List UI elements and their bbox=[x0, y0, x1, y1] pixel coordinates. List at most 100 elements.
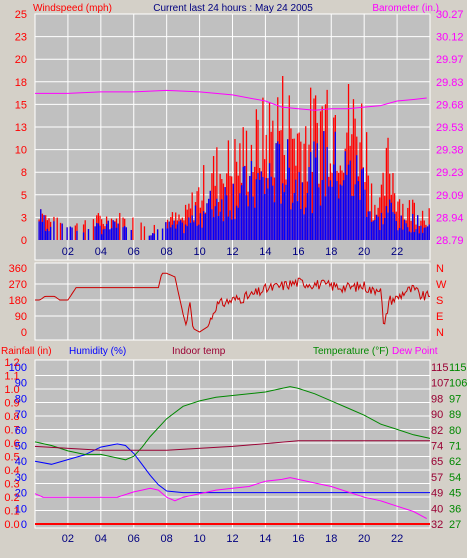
y-tick-label: 115 bbox=[449, 362, 467, 374]
y-tick-label: 97 bbox=[449, 393, 461, 405]
y-tick-label: E bbox=[436, 311, 443, 323]
y-tick-label: 0.0 bbox=[4, 519, 19, 531]
y-tick-label: 20 bbox=[15, 488, 27, 500]
y-tick-label: 80 bbox=[449, 425, 461, 437]
chart-title: Current last 24 hours : May 24 2005 bbox=[153, 3, 313, 14]
x-tick-label: 04 bbox=[95, 533, 107, 545]
y-tick-label: 90 bbox=[15, 311, 27, 323]
x-tick-label: 02 bbox=[62, 533, 74, 545]
x-tick-label: 16 bbox=[292, 246, 304, 258]
temperature-axis-title: Temperature (°F) bbox=[313, 346, 389, 357]
x-tick-label: 06 bbox=[128, 246, 140, 258]
y-tick-label: N bbox=[436, 327, 444, 339]
wind-y-axis: 0 3 5 8 10 13 15 18 20 23 25 bbox=[15, 9, 27, 247]
y-tick-label: 18 bbox=[15, 77, 27, 89]
y-tick-label: 0.4 bbox=[4, 465, 19, 477]
y-tick-label: 0.7 bbox=[4, 425, 19, 437]
x-tick-label: 22 bbox=[391, 246, 403, 258]
wind-bars bbox=[38, 76, 430, 240]
y-tick-label: 27 bbox=[449, 519, 461, 531]
y-tick-label: W bbox=[436, 279, 447, 291]
y-tick-label: 29.23 bbox=[436, 167, 464, 179]
barometer-axis-title: Barometer (in.) bbox=[372, 3, 439, 14]
y-tick-label: 98 bbox=[431, 393, 443, 405]
y-tick-label: 8 bbox=[21, 167, 27, 179]
temperature-line bbox=[34, 386, 431, 461]
y-tick-label: 29.38 bbox=[436, 145, 464, 157]
climate-x-axis: 02 04 06 08 10 12 14 16 18 20 22 bbox=[62, 533, 403, 545]
y-tick-label: 74 bbox=[431, 441, 443, 453]
windspeed-axis-title: Windspeed (mph) bbox=[33, 3, 112, 14]
y-tick-label: 30 bbox=[15, 472, 27, 484]
y-tick-label: 180 bbox=[9, 295, 27, 307]
x-tick-label: 08 bbox=[161, 246, 173, 258]
x-tick-label: 08 bbox=[161, 533, 173, 545]
y-tick-label: 29.09 bbox=[436, 190, 464, 202]
y-tick-label: 82 bbox=[431, 425, 443, 437]
y-tick-label: 49 bbox=[431, 488, 443, 500]
y-tick-label: 0 bbox=[21, 327, 27, 339]
wind-grid bbox=[35, 14, 430, 260]
y-tick-label: 0.8 bbox=[4, 411, 19, 423]
wind-x-axis: 02 04 06 08 10 12 14 16 18 20 22 bbox=[62, 246, 403, 258]
x-tick-label: 18 bbox=[325, 246, 337, 258]
y-tick-label: 1.1 bbox=[4, 371, 19, 383]
y-tick-label: 29.83 bbox=[436, 77, 464, 89]
x-tick-label: 20 bbox=[358, 533, 370, 545]
y-tick-label: N bbox=[436, 263, 444, 275]
y-tick-label: 270 bbox=[9, 279, 27, 291]
direction-y-axis: 0 90 180 270 360 bbox=[9, 263, 27, 339]
y-tick-label: 0.3 bbox=[4, 479, 19, 491]
x-tick-label: 12 bbox=[226, 533, 238, 545]
y-tick-label: 100 bbox=[9, 362, 27, 374]
y-tick-label: 65 bbox=[431, 456, 443, 468]
y-tick-label: 90 bbox=[15, 378, 27, 390]
y-tick-label: 0 bbox=[21, 519, 27, 531]
y-tick-label: 5 bbox=[21, 190, 27, 202]
x-tick-label: 04 bbox=[95, 246, 107, 258]
barometer-line bbox=[35, 89, 427, 111]
indoor-axis-title: Indoor temp bbox=[172, 346, 226, 357]
y-tick-label: 1.0 bbox=[4, 384, 19, 396]
humidity-y-axis: 0 10 20 30 40 50 60 70 80 90 100 bbox=[9, 362, 27, 531]
y-tick-label: 115 bbox=[431, 362, 449, 374]
x-tick-label: 12 bbox=[226, 246, 238, 258]
dewpoint-axis-title: Dew Point bbox=[392, 346, 438, 357]
y-tick-label: 29.53 bbox=[436, 122, 464, 134]
y-tick-label: 80 bbox=[15, 393, 27, 405]
y-tick-label: 23 bbox=[15, 32, 27, 44]
y-tick-label: 0.2 bbox=[4, 492, 19, 504]
y-tick-label: 30.12 bbox=[436, 32, 464, 44]
y-tick-label: 40 bbox=[15, 456, 27, 468]
y-tick-label: 28.94 bbox=[436, 212, 464, 224]
x-tick-label: 10 bbox=[193, 533, 205, 545]
y-tick-label: 25 bbox=[15, 9, 27, 21]
barometer-y-axis: 28.79 28.94 29.09 29.23 29.38 29.53 29.68 29.83… bbox=[436, 9, 464, 247]
y-tick-label: 10 bbox=[15, 503, 27, 515]
y-tick-label: 107 bbox=[431, 378, 449, 390]
y-tick-label: 50 bbox=[15, 441, 27, 453]
y-tick-label: 0.5 bbox=[4, 452, 19, 464]
indoor-y-axis: 32 40 49 57 65 74 82 90 98 107 115 bbox=[431, 362, 449, 531]
climate-panel: 0.00.10.20.30.40.50.60.70.80.91.01.11.2 … bbox=[4, 357, 467, 545]
humidity-axis-title: Humidity (%) bbox=[69, 346, 126, 357]
y-tick-label: 29.68 bbox=[436, 99, 464, 111]
x-tick-label: 10 bbox=[193, 246, 205, 258]
dewpoint-line bbox=[34, 477, 427, 520]
x-tick-label: 22 bbox=[391, 533, 403, 545]
y-tick-label: S bbox=[436, 295, 443, 307]
y-tick-label: 62 bbox=[449, 456, 461, 468]
y-tick-label: 0 bbox=[21, 235, 27, 247]
temperature-y-axis: 27 36 45 54 62 71 80 89 97 106 115 bbox=[449, 362, 467, 531]
y-tick-label: 60 bbox=[15, 425, 27, 437]
y-tick-label: 15 bbox=[15, 99, 27, 111]
y-tick-label: 0.6 bbox=[4, 438, 19, 450]
x-tick-label: 14 bbox=[259, 246, 271, 258]
y-tick-label: 29.97 bbox=[436, 54, 464, 66]
y-tick-label: 30.27 bbox=[436, 9, 464, 21]
y-tick-label: 70 bbox=[15, 409, 27, 421]
direction-line bbox=[35, 272, 430, 333]
